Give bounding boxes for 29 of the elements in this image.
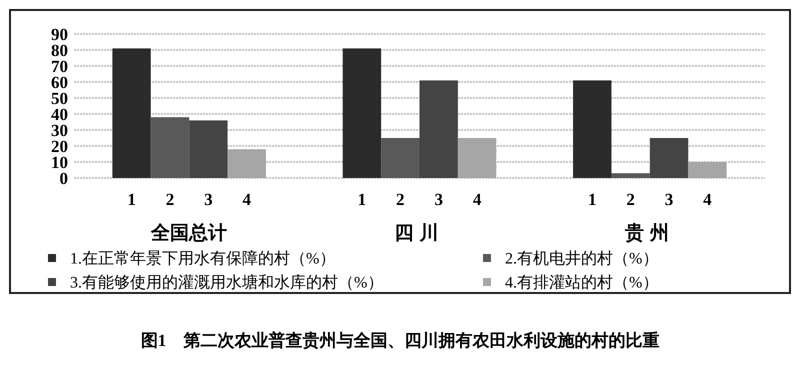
x-tick-label: 1 xyxy=(588,190,596,209)
bar xyxy=(573,80,612,178)
x-tick-label: 2 xyxy=(626,190,635,209)
x-tick-label: 2 xyxy=(166,190,174,209)
x-tick-label: 1 xyxy=(127,190,136,209)
text: 四川 xyxy=(394,222,444,244)
bar xyxy=(189,120,228,178)
x-tick-label: 4 xyxy=(703,190,712,209)
bar xyxy=(150,117,190,178)
x-tick-label: 4 xyxy=(472,190,482,209)
bar xyxy=(650,138,688,178)
bar xyxy=(112,48,151,178)
x-tick-label: 2 xyxy=(396,190,405,209)
text: 贵州 xyxy=(624,222,675,244)
x-tick-label: 1 xyxy=(358,190,366,209)
x-tick-label: 4 xyxy=(242,190,252,209)
bar xyxy=(420,80,458,178)
text: 全国总计 xyxy=(150,222,228,244)
x-tick-label: 3 xyxy=(664,190,674,209)
x-tick-label: 3 xyxy=(204,190,213,209)
legend-label: 3.有能够使用的灌溉用水塘和水库的村（%） xyxy=(70,274,384,292)
text: 图1 第二次农业普查贵州与全国、四川拥有农田水利设施的村的比重 xyxy=(140,330,660,350)
bar xyxy=(611,173,650,178)
bar xyxy=(381,138,420,178)
legend-label: 1.在正常年景下用水有保障的村（%） xyxy=(70,250,336,268)
legend-label: 4.有排灌站的村（%） xyxy=(505,274,658,292)
x-tick-label: 3 xyxy=(434,190,443,209)
legend-label: 2.有机电井的村（%） xyxy=(505,250,658,268)
bar xyxy=(342,48,382,178)
